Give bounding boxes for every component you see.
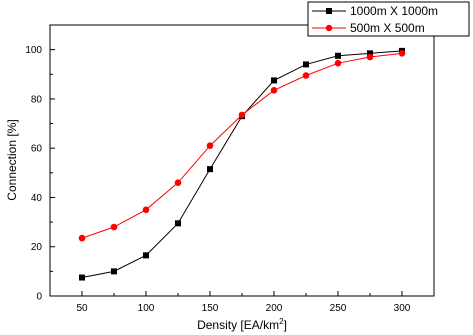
series-line-1 bbox=[81, 52, 403, 239]
legend-marker-1000m bbox=[326, 8, 332, 14]
data-point-square bbox=[367, 50, 373, 57]
y-tick-label: 0 bbox=[36, 292, 42, 303]
x-tick-label: 100 bbox=[138, 303, 155, 314]
data-point-circle bbox=[302, 72, 310, 79]
data-point-square bbox=[335, 52, 341, 59]
data-point-circle bbox=[174, 179, 182, 186]
data-point-circle bbox=[366, 53, 374, 61]
series-line-0 bbox=[81, 50, 403, 279]
x-axis-label: Density [EA/km2] bbox=[197, 317, 287, 332]
data-point-circle bbox=[110, 223, 118, 231]
y-axis-label: Connection [%] bbox=[5, 119, 19, 200]
tick-labels: 50 100 150 200 250 300 0 20 40 60 80 100 bbox=[25, 45, 410, 314]
plot-frame bbox=[49, 24, 435, 297]
y-tick-label: 100 bbox=[25, 45, 42, 56]
data-point-square bbox=[79, 274, 85, 281]
data-point-square bbox=[111, 268, 117, 275]
x-tick-label: 250 bbox=[330, 303, 347, 314]
y-tick-label: 60 bbox=[31, 144, 43, 155]
data-point-square bbox=[143, 252, 149, 259]
x-tick-label: 150 bbox=[202, 303, 219, 314]
x-tick-label: 50 bbox=[76, 303, 88, 314]
y-tick-label: 80 bbox=[31, 94, 43, 105]
y-tick-label: 40 bbox=[31, 193, 43, 204]
legend-marker-500m bbox=[325, 24, 333, 32]
legend-box bbox=[307, 1, 470, 37]
y-tick-label: 20 bbox=[31, 242, 43, 253]
legend-label-500m: 500m X 500m bbox=[350, 21, 425, 35]
data-point-circle bbox=[270, 86, 278, 94]
data-point-square bbox=[271, 77, 277, 84]
series-layer bbox=[78, 47, 406, 281]
data-point-square bbox=[207, 166, 213, 173]
x-tick-label: 300 bbox=[394, 303, 411, 314]
legend-label-1000m: 1000m X 1000m bbox=[350, 4, 438, 18]
data-point-circle bbox=[238, 111, 246, 119]
data-point-square bbox=[175, 220, 181, 227]
x-tick-label: 200 bbox=[266, 303, 283, 314]
data-point-square bbox=[303, 61, 309, 68]
axis-ticks bbox=[50, 24, 403, 297]
data-point-circle bbox=[398, 50, 406, 57]
legend: 1000m X 1000m 500m X 500m bbox=[307, 1, 470, 37]
data-point-circle bbox=[142, 206, 150, 214]
data-point-circle bbox=[78, 234, 86, 242]
data-point-circle bbox=[206, 142, 214, 150]
data-point-circle bbox=[334, 59, 342, 67]
